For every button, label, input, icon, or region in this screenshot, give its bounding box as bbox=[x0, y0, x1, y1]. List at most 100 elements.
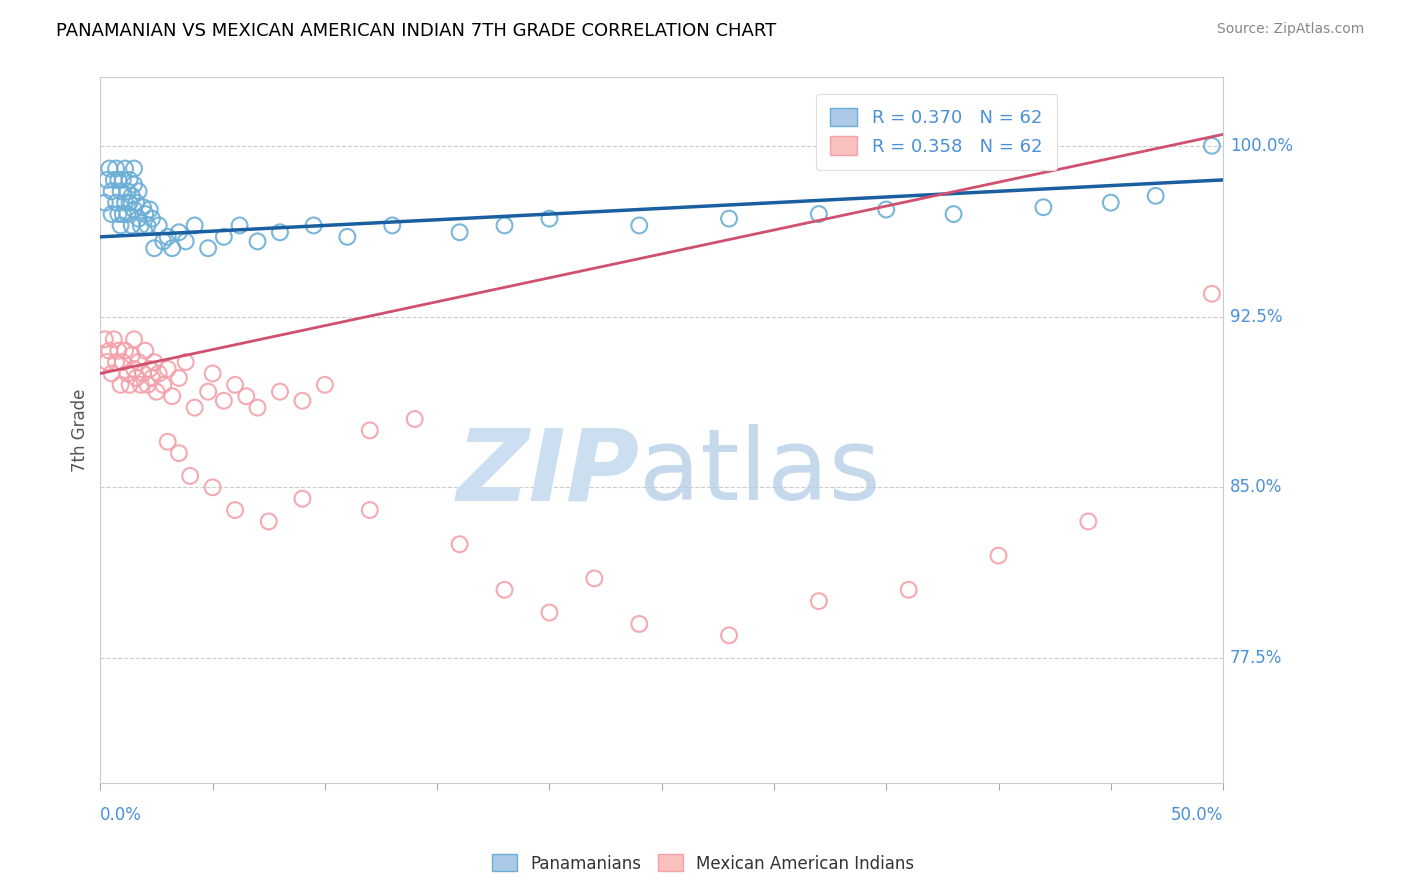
Point bbox=[807, 594, 830, 608]
Point bbox=[494, 582, 516, 597]
Point bbox=[201, 480, 224, 494]
Point bbox=[197, 241, 219, 255]
Point bbox=[129, 377, 152, 392]
Point bbox=[121, 348, 143, 362]
Point bbox=[224, 503, 246, 517]
Text: PANAMANIAN VS MEXICAN AMERICAN INDIAN 7TH GRADE CORRELATION CHART: PANAMANIAN VS MEXICAN AMERICAN INDIAN 7T… bbox=[56, 22, 776, 40]
Point bbox=[100, 207, 122, 221]
Point bbox=[122, 161, 145, 176]
Point bbox=[152, 235, 174, 249]
Point bbox=[167, 225, 190, 239]
Point bbox=[111, 207, 134, 221]
Point bbox=[291, 491, 314, 506]
Point bbox=[141, 211, 163, 226]
Point bbox=[269, 384, 291, 399]
Text: 85.0%: 85.0% bbox=[1230, 478, 1282, 496]
Point bbox=[132, 367, 155, 381]
Point bbox=[201, 367, 224, 381]
Point bbox=[96, 173, 118, 187]
Point bbox=[1099, 195, 1122, 210]
Point bbox=[98, 343, 121, 358]
Point bbox=[1144, 189, 1167, 203]
Text: 92.5%: 92.5% bbox=[1230, 308, 1282, 326]
Point bbox=[212, 393, 235, 408]
Point bbox=[494, 219, 516, 233]
Point bbox=[105, 355, 128, 369]
Point bbox=[105, 161, 128, 176]
Point bbox=[107, 207, 129, 221]
Point bbox=[235, 389, 257, 403]
Point bbox=[96, 355, 118, 369]
Point bbox=[212, 230, 235, 244]
Point bbox=[897, 582, 920, 597]
Point bbox=[134, 207, 156, 221]
Point bbox=[156, 362, 179, 376]
Text: atlas: atlas bbox=[640, 425, 882, 521]
Point bbox=[139, 362, 162, 376]
Point bbox=[122, 332, 145, 346]
Point bbox=[156, 230, 179, 244]
Point bbox=[117, 184, 139, 198]
Point bbox=[174, 355, 197, 369]
Point bbox=[628, 219, 651, 233]
Point bbox=[121, 219, 143, 233]
Point bbox=[583, 571, 606, 585]
Point bbox=[228, 219, 250, 233]
Point bbox=[118, 173, 141, 187]
Point bbox=[143, 355, 166, 369]
Point bbox=[167, 371, 190, 385]
Point bbox=[160, 241, 183, 255]
Point bbox=[404, 412, 426, 426]
Point bbox=[987, 549, 1010, 563]
Point bbox=[118, 377, 141, 392]
Point bbox=[179, 469, 201, 483]
Point bbox=[718, 211, 741, 226]
Point bbox=[105, 195, 128, 210]
Point bbox=[125, 195, 148, 210]
Point bbox=[359, 503, 381, 517]
Point bbox=[183, 219, 205, 233]
Point bbox=[449, 225, 471, 239]
Point bbox=[117, 207, 139, 221]
Point bbox=[128, 211, 150, 226]
Point bbox=[718, 628, 741, 642]
Y-axis label: 7th Grade: 7th Grade bbox=[72, 389, 89, 472]
Point bbox=[314, 377, 336, 392]
Point bbox=[125, 371, 148, 385]
Point bbox=[110, 184, 132, 198]
Point bbox=[128, 355, 150, 369]
Text: 77.5%: 77.5% bbox=[1230, 649, 1282, 667]
Point bbox=[122, 178, 145, 192]
Point bbox=[139, 202, 162, 217]
Text: ZIP: ZIP bbox=[456, 425, 640, 521]
Point bbox=[114, 161, 136, 176]
Point bbox=[875, 202, 897, 217]
Point bbox=[807, 207, 830, 221]
Point bbox=[141, 371, 163, 385]
Point bbox=[224, 377, 246, 392]
Point bbox=[538, 606, 561, 620]
Point bbox=[134, 343, 156, 358]
Text: 0.0%: 0.0% bbox=[100, 806, 142, 824]
Point bbox=[94, 195, 117, 210]
Point bbox=[336, 230, 359, 244]
Point bbox=[183, 401, 205, 415]
Text: 50.0%: 50.0% bbox=[1171, 806, 1223, 824]
Point bbox=[98, 161, 121, 176]
Point bbox=[160, 389, 183, 403]
Point bbox=[538, 211, 561, 226]
Point bbox=[111, 355, 134, 369]
Point bbox=[128, 184, 150, 198]
Point bbox=[100, 184, 122, 198]
Point bbox=[156, 434, 179, 449]
Point bbox=[152, 377, 174, 392]
Point bbox=[107, 173, 129, 187]
Point bbox=[129, 219, 152, 233]
Point bbox=[302, 219, 325, 233]
Point bbox=[121, 189, 143, 203]
Point bbox=[111, 173, 134, 187]
Point bbox=[117, 367, 139, 381]
Point bbox=[145, 384, 167, 399]
Point bbox=[246, 401, 269, 415]
Point bbox=[1032, 200, 1054, 214]
